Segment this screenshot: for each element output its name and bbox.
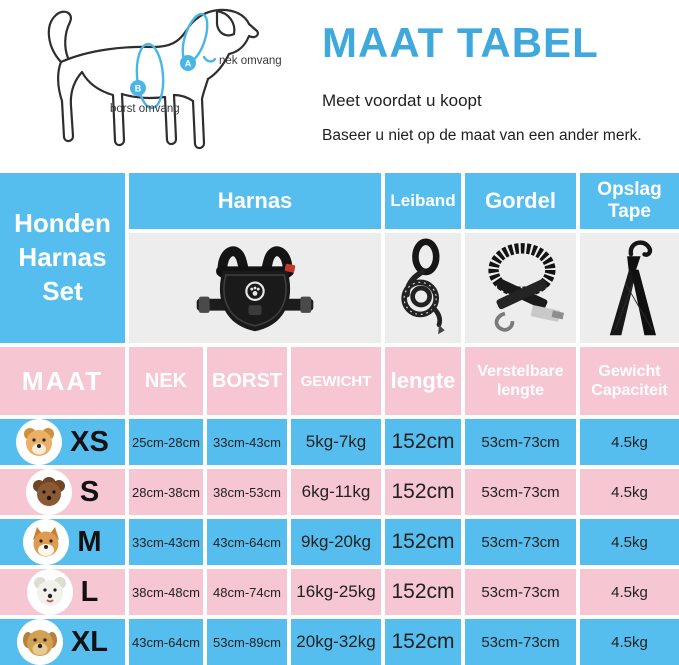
measure-point-a-label: A	[185, 59, 192, 69]
s-gewicht-value: 6kg-11kg	[291, 469, 381, 515]
subtitle-brand-warning: Baseer u niet op de maat van een ander m…	[322, 127, 642, 144]
measure-point-b-badge: B	[130, 80, 146, 96]
m-gewicht-capaciteit-value: 4.5kg	[580, 519, 679, 565]
xl-gewicht-capaciteit-value: 4.5kg	[580, 619, 679, 665]
storage-tape-image-cell	[580, 233, 679, 343]
storage-tape-product-icon	[609, 240, 656, 336]
xs-verstelbare-lengte-value: 53cm-73cm	[465, 419, 576, 465]
page-title: MAAT TABEL	[322, 19, 599, 66]
set-title-cell: Honden Harnas Set	[0, 173, 125, 343]
dog-measurement-diagram-icon: A B nek omvang borst omvang	[47, 8, 282, 150]
m-nek-value: 33cm-43cm	[129, 519, 203, 565]
xl-gewicht-value: 20kg-32kg	[291, 619, 381, 665]
l-gewicht-value: 16kg-25kg	[291, 569, 381, 615]
product-header-harness: Harnas	[129, 173, 381, 229]
column-header-gewicht-capaciteit: Gewicht Capaciteit	[580, 347, 679, 415]
s-borst-value: 38cm-53cm	[207, 469, 287, 515]
harness-image-cell	[129, 233, 381, 343]
xl-borst-value: 53cm-89cm	[207, 619, 287, 665]
measure-point-b-label: B	[135, 84, 142, 94]
size-letter: S	[79, 475, 100, 508]
samoyed-dog-photo	[26, 569, 73, 615]
size-letter: XS	[70, 425, 109, 458]
column-header-lengte: lengte	[385, 347, 461, 415]
leash-image-cell	[385, 233, 461, 343]
shiba-dog-photo	[23, 519, 70, 565]
s-verstelbare-lengte-value: 53cm-73cm	[465, 469, 576, 515]
size-letter: L	[80, 575, 99, 608]
xs-lengte-value: 152cm	[385, 419, 461, 465]
size-cell-m: M	[0, 519, 125, 565]
l-lengte-value: 152cm	[385, 569, 461, 615]
product-header-seatbelt: Gordel	[465, 173, 576, 229]
column-header-maat: MAAT	[0, 347, 125, 415]
column-header-verstelbare-lengte: Verstelbare lengte	[465, 347, 576, 415]
subtitle-measure-first: Meet voordat u koopt	[322, 91, 482, 110]
size-letter: M	[77, 525, 102, 558]
xl-lengte-value: 152cm	[385, 619, 461, 665]
measure-point-a-badge: A	[180, 55, 196, 71]
golden-retriever-dog-photo	[16, 619, 63, 665]
s-nek-value: 28cm-38cm	[129, 469, 203, 515]
pomeranian-dog-photo	[16, 419, 63, 465]
m-verstelbare-lengte-value: 53cm-73cm	[465, 519, 576, 565]
column-header-borst: BORST	[207, 347, 287, 415]
measurement-diagram: A B nek omvang borst omvang	[28, 2, 313, 172]
seatbelt-image-cell	[465, 233, 576, 343]
l-verstelbare-lengte-value: 53cm-73cm	[465, 569, 576, 615]
xl-verstelbare-lengte-value: 53cm-73cm	[465, 619, 576, 665]
s-lengte-value: 152cm	[385, 469, 461, 515]
product-header-storage-tape: Opslag Tape	[580, 173, 679, 229]
chest-circumference-label: borst omvang	[110, 103, 180, 115]
product-header-leash: Leiband	[385, 173, 461, 229]
column-header-gewicht: GEWICHT	[291, 347, 381, 415]
seatbelt-product-icon	[487, 243, 564, 332]
size-cell-xs: XS	[0, 419, 125, 465]
size-table: Honden Harnas Set Harnas Leiband Gordel …	[0, 173, 679, 665]
top-section: A B nek omvang borst omvang MAAT TABEL M…	[0, 0, 679, 173]
neck-circumference-label: nek omvang	[219, 55, 282, 67]
l-gewicht-capaciteit-value: 4.5kg	[580, 569, 679, 615]
harness-product-icon	[196, 246, 314, 332]
xs-gewicht-value: 5kg-7kg	[291, 419, 381, 465]
size-cell-l: L	[0, 569, 125, 615]
xs-gewicht-capaciteit-value: 4.5kg	[580, 419, 679, 465]
column-header-nek: NEK	[129, 347, 203, 415]
xs-borst-value: 33cm-43cm	[207, 419, 287, 465]
m-borst-value: 43cm-64cm	[207, 519, 287, 565]
poodle-dog-photo	[25, 469, 72, 515]
size-cell-s: S	[0, 469, 125, 515]
m-gewicht-value: 9kg-20kg	[291, 519, 381, 565]
l-borst-value: 48cm-74cm	[207, 569, 287, 615]
m-lengte-value: 152cm	[385, 519, 461, 565]
l-nek-value: 38cm-48cm	[129, 569, 203, 615]
leash-product-icon	[401, 238, 445, 335]
xs-nek-value: 25cm-28cm	[129, 419, 203, 465]
intro-text-block: MAAT TABEL Meet voordat u koopt Baseer u…	[322, 22, 672, 145]
size-letter: XL	[70, 625, 109, 658]
size-cell-xl: XL	[0, 619, 125, 665]
s-gewicht-capaciteit-value: 4.5kg	[580, 469, 679, 515]
xl-nek-value: 43cm-64cm	[129, 619, 203, 665]
